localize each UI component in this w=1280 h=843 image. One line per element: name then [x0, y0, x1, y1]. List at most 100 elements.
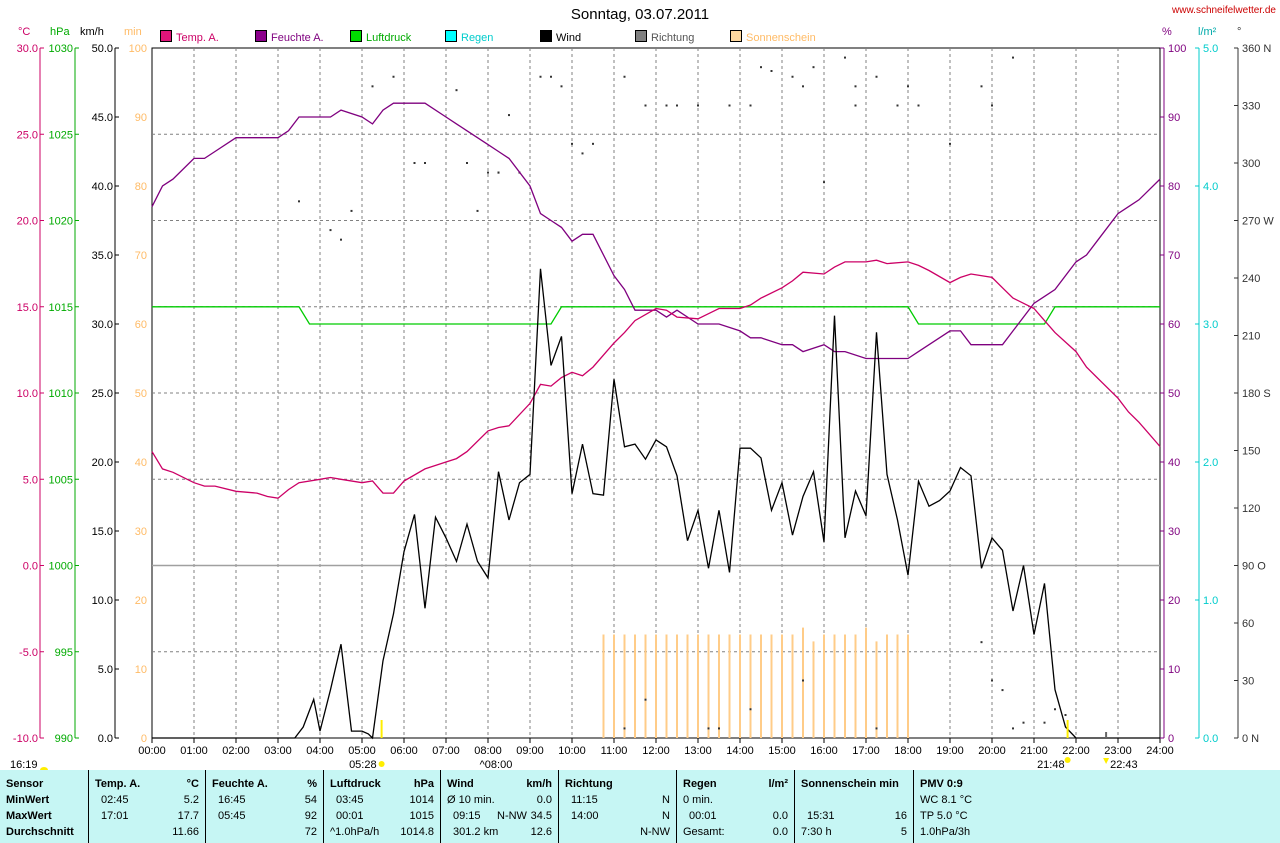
stats-table: Sensor MinWert MaxWert Durchschnitt Temp… [0, 770, 1280, 843]
stats-rain-row2: 0.0 [772, 810, 788, 822]
stats-pres-avg-label: ^1.0hPa/h [330, 826, 380, 838]
axis-label-sun: 100 [129, 43, 147, 55]
axis-label-direction: 120 [1242, 503, 1260, 515]
stats-temp-min-time: 02:45 [101, 794, 129, 806]
direction-point [896, 104, 899, 107]
legend-item-humidity: Feuchte A. [255, 30, 324, 44]
stats-col-rain: Regen l/m² 0 min. 00:01 0.0 Gesamt: 0.0 [677, 770, 795, 843]
stats-sun-row3: 5 [900, 826, 907, 838]
sunset-icon [1064, 757, 1071, 763]
moonset-icon [1103, 758, 1110, 764]
stats-temp-max: 17.7 [177, 810, 199, 822]
axis-label-temp: -10.0 [13, 733, 38, 745]
series-line-wind [152, 268, 1160, 740]
sunrise-label: 05:28 [349, 759, 377, 770]
stats-col-sensor: Sensor MinWert MaxWert Durchschnitt [0, 770, 89, 843]
axis-label-pressure: 995 [55, 647, 73, 659]
stats-pres-avg: 1014.8 [400, 826, 434, 838]
stats-sun-row2: 16 [894, 810, 907, 822]
special-marker-label: ^08:00 [480, 759, 513, 770]
axis-label-sun: 0 [141, 733, 147, 745]
rain-unit: l/m² [1198, 26, 1217, 38]
legend-item-rain: Regen [445, 30, 493, 44]
legend-swatch-humidity [255, 30, 267, 42]
stats-dir-row1-time: 11:15 [571, 794, 598, 806]
site-link[interactable]: www.schneifelwetter.de [1172, 5, 1276, 16]
axis-label-pressure: 990 [55, 733, 73, 745]
stats-label-sensor: Sensor [6, 778, 44, 790]
direction-point [623, 75, 626, 78]
axis-label-rain: 2.0 [1203, 457, 1218, 469]
stats-pmv-row3: 1.0hPa/3h [920, 826, 971, 838]
legend-swatch-wind [540, 30, 552, 42]
direction-point [466, 162, 468, 164]
direction-point [340, 238, 342, 241]
x-tick-label: 16:00 [810, 745, 838, 757]
x-tick-label: 07:00 [432, 745, 460, 757]
legend-label-sunshine: Sonnenschein [746, 32, 816, 44]
axis-label-temp: 10.0 [17, 388, 38, 400]
axis-label-sun: 10 [135, 664, 147, 676]
legend-item-temp: Temp. A. [160, 30, 219, 44]
x-tick-label: 17:00 [852, 745, 880, 757]
axis-label-direction: 180 S [1242, 388, 1271, 400]
stats-rain-row3: 0.0 [772, 826, 788, 838]
stats-label-avg: Durchschnitt [6, 826, 74, 838]
stats-wind-unit: km/h [526, 778, 552, 790]
x-tick-label: 12:00 [642, 745, 670, 757]
axis-label-pressure: 1005 [49, 474, 73, 486]
stats-sun-row3-label: 7:30 h [801, 826, 832, 838]
legend-label-wind: Wind [556, 32, 582, 44]
x-tick-label: 14:00 [726, 745, 754, 757]
legend-label-direction: Richtung [651, 32, 695, 44]
direction-point [539, 75, 542, 78]
chart-title: Sonntag, 03.07.2011 [570, 6, 710, 23]
direction-point [907, 85, 909, 88]
direction-point [728, 104, 731, 107]
axis-label-pressure: 1025 [49, 129, 73, 141]
stats-wind-row2-label: 09:15 [453, 810, 481, 822]
moonset-label: 22:43 [1110, 759, 1138, 770]
x-tick-label: 03:00 [264, 745, 292, 757]
axis-label-wind: 20.0 [92, 457, 113, 469]
direction-point [455, 89, 458, 92]
stats-pres-min: 1014 [409, 794, 434, 806]
stats-pmv-row2: TP 5.0 °C [920, 810, 968, 822]
direction-point [644, 698, 647, 701]
axis-label-direction: 0 N [1242, 733, 1259, 745]
stats-col-pressure: Luftdruck hPa 03:45 1014 00:01 1015 ^1.0… [324, 770, 441, 843]
direction-point [854, 104, 857, 107]
axis-label-pressure: 1010 [49, 388, 73, 400]
direction-point [1043, 721, 1046, 724]
direction-point [476, 209, 479, 212]
legend-swatch-pressure [350, 30, 362, 42]
direction-point [298, 200, 300, 203]
direction-point [350, 209, 353, 212]
x-tick-label: 09:00 [516, 745, 544, 757]
axis-label-rain: 5.0 [1203, 43, 1218, 55]
legend-item-sunshine: Sonnenschein [730, 30, 816, 44]
stats-wind-row2-dir: N-NW [497, 810, 527, 822]
axis-label-wind: 0.0 [98, 733, 113, 745]
axis-label-wind: 25.0 [92, 388, 113, 400]
stats-hum-max: 92 [304, 810, 317, 822]
axis-label-sun: 70 [135, 250, 147, 262]
stats-pres-min-time: 03:45 [336, 794, 364, 806]
axis-label-sun: 50 [135, 388, 147, 400]
direction-point [623, 727, 626, 730]
axis-label-wind: 45.0 [92, 112, 113, 124]
stats-label-min: MinWert [6, 794, 50, 806]
stats-hum-max-time: 05:45 [218, 810, 246, 822]
direction-point [1012, 727, 1014, 730]
stats-rain-header: Regen [683, 778, 717, 790]
direction-point [802, 85, 804, 88]
axis-label-temp: 15.0 [17, 302, 38, 314]
direction-point [823, 181, 825, 184]
axis-label-humidity: 40 [1168, 457, 1180, 469]
moonrise-icon [40, 767, 48, 770]
direction-point [1054, 708, 1056, 711]
axis-label-pressure: 1000 [49, 561, 73, 573]
direction-unit: ° [1237, 26, 1242, 38]
stats-wind-row1-label: Ø 10 min. [447, 794, 495, 806]
legend-swatch-sunshine [730, 30, 742, 42]
